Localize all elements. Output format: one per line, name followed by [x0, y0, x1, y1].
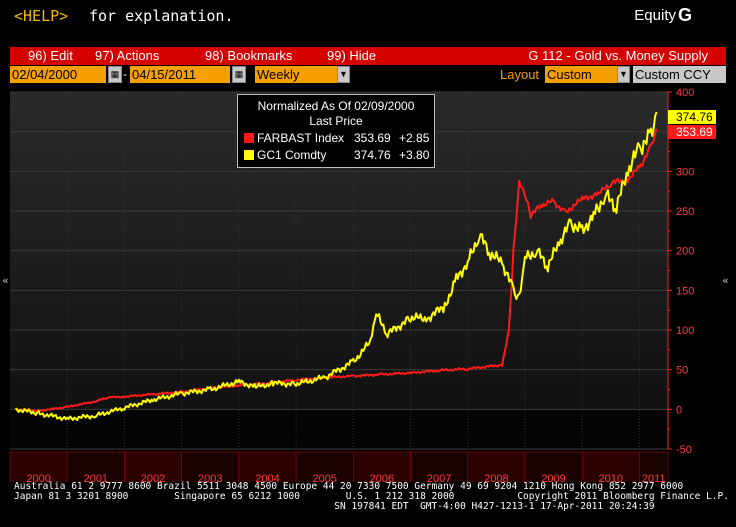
- page-title: G 112 - Gold vs. Money Supply: [528, 48, 708, 63]
- year-band: [9, 451, 68, 482]
- x-tick-label: 2005: [312, 473, 336, 482]
- calendar-icon[interactable]: ▦: [108, 66, 122, 83]
- last-price-tag-gc1: 374.76: [668, 110, 716, 124]
- start-date-input[interactable]: 02/04/2000: [10, 66, 106, 83]
- menu-edit[interactable]: 96) Edit: [28, 48, 73, 63]
- help-text: for explanation.: [89, 7, 234, 25]
- year-band: [181, 451, 240, 482]
- footer-contacts: Australia 61 2 9777 8600 Brazil 5511 304…: [14, 482, 729, 512]
- menu-hide[interactable]: 99) Hide: [327, 48, 377, 63]
- market-sector-label: Equity: [634, 7, 676, 24]
- chevron-down-icon[interactable]: ▼: [337, 66, 350, 83]
- year-band: [639, 451, 669, 482]
- x-tick-label: 2004: [255, 473, 279, 482]
- footer-line: Australia 61 2 9777 8600 Brazil 5511 304…: [14, 481, 684, 492]
- legend-change: +2.85: [399, 131, 430, 145]
- year-band: [238, 451, 297, 482]
- x-tick-label: 2006: [370, 473, 394, 482]
- equity-function-letter: G: [677, 5, 692, 25]
- scroll-right-icon: «: [722, 274, 729, 287]
- legend-last-price: 353.69: [354, 131, 391, 145]
- y-tick-label: 300: [676, 166, 694, 178]
- x-tick-label: 2001: [84, 473, 108, 482]
- menu-bookmarks[interactable]: 98) Bookmarks: [205, 48, 293, 63]
- legend-swatch: [244, 150, 254, 160]
- x-tick-label: 2003: [198, 473, 222, 482]
- series-lines: [14, 111, 658, 422]
- y-axis: 400350300250200150100500-50: [667, 87, 694, 456]
- chevron-down-icon[interactable]: ▼: [617, 66, 630, 83]
- footer-line: SN 197841 EDT GMT-4:00 H427-1213-1 17-Ap…: [14, 501, 655, 512]
- menu-bar: 96) Edit 97) Actions 98) Bookmarks 99) H…: [10, 47, 726, 65]
- legend-series-name: GC1 Comdty: [257, 148, 327, 162]
- year-band: [124, 451, 182, 482]
- layout-label: Layout: [500, 67, 540, 82]
- x-tick-label: 2011: [642, 473, 666, 482]
- y-tick-label: -50: [676, 444, 692, 456]
- y-tick-label: 0: [676, 404, 682, 416]
- currency-select[interactable]: Custom CCY: [633, 66, 726, 83]
- x-tick-label: 2002: [141, 473, 165, 482]
- footer-line: Japan 81 3 3201 8900 Singapore 65 6212 1…: [14, 491, 729, 502]
- year-band: [295, 451, 354, 482]
- x-tick-label: 2010: [599, 473, 623, 482]
- year-band: [353, 451, 411, 482]
- legend-row-gc1: GC1 Comdty 374.76 +3.80: [244, 148, 430, 163]
- legend-row-farbast: FARBAST Index 353.69 +2.85: [244, 131, 430, 146]
- series-line-farbast: [15, 128, 658, 413]
- legend-series-name: FARBAST Index: [257, 131, 345, 145]
- date-range-dash: -: [123, 67, 127, 81]
- series-line-gc1: [14, 111, 658, 422]
- legend-change: +3.80: [399, 148, 430, 162]
- legend-title: Normalized As Of 02/09/2000: [257, 99, 415, 113]
- chart-legend[interactable]: Normalized As Of 02/09/2000 Last Price F…: [237, 94, 435, 168]
- y-tick-label: 50: [676, 365, 688, 377]
- legend-last-price: 374.76: [354, 148, 391, 162]
- calendar-icon[interactable]: ▦: [232, 66, 246, 83]
- end-date-input[interactable]: 04/15/2011: [130, 66, 230, 83]
- x-axis-bands: [9, 451, 669, 482]
- last-price-tag-farbast: 353.69: [668, 125, 716, 139]
- y-tick-label: 400: [676, 87, 694, 99]
- year-band: [581, 451, 640, 482]
- x-tick-label: 2007: [427, 473, 451, 482]
- x-tick-label: 2000: [26, 473, 50, 482]
- pan-arrows: ««: [2, 274, 729, 287]
- toolbar: 02/04/2000 ▦ - 04/15/2011 ▦ Weekly ▼ Lay…: [10, 66, 726, 84]
- period-select[interactable]: Weekly: [255, 66, 337, 83]
- help-key[interactable]: <HELP>: [14, 7, 69, 25]
- year-band: [410, 451, 469, 482]
- legend-swatch: [244, 133, 254, 143]
- scroll-left-icon: «: [2, 274, 9, 287]
- legend-subtitle: Last Price: [309, 114, 363, 128]
- command-bar: <HELP> for explanation. Equity G: [0, 0, 736, 36]
- x-tick-label: 2008: [484, 473, 508, 482]
- y-tick-label: 250: [676, 206, 694, 218]
- x-axis: 2000 2001 2002 2003 2004 2005 2006 2007 2008 2009…: [26, 473, 665, 482]
- plot-background-lower: [10, 409, 668, 449]
- y-tick-label: 100: [676, 325, 694, 337]
- y-tick-label: 150: [676, 285, 694, 297]
- layout-select[interactable]: Custom: [545, 66, 625, 83]
- y-tick-label: 200: [676, 246, 694, 258]
- menu-actions[interactable]: 97) Actions: [95, 48, 160, 63]
- x-tick-label: 2009: [541, 473, 565, 482]
- year-band: [524, 451, 583, 482]
